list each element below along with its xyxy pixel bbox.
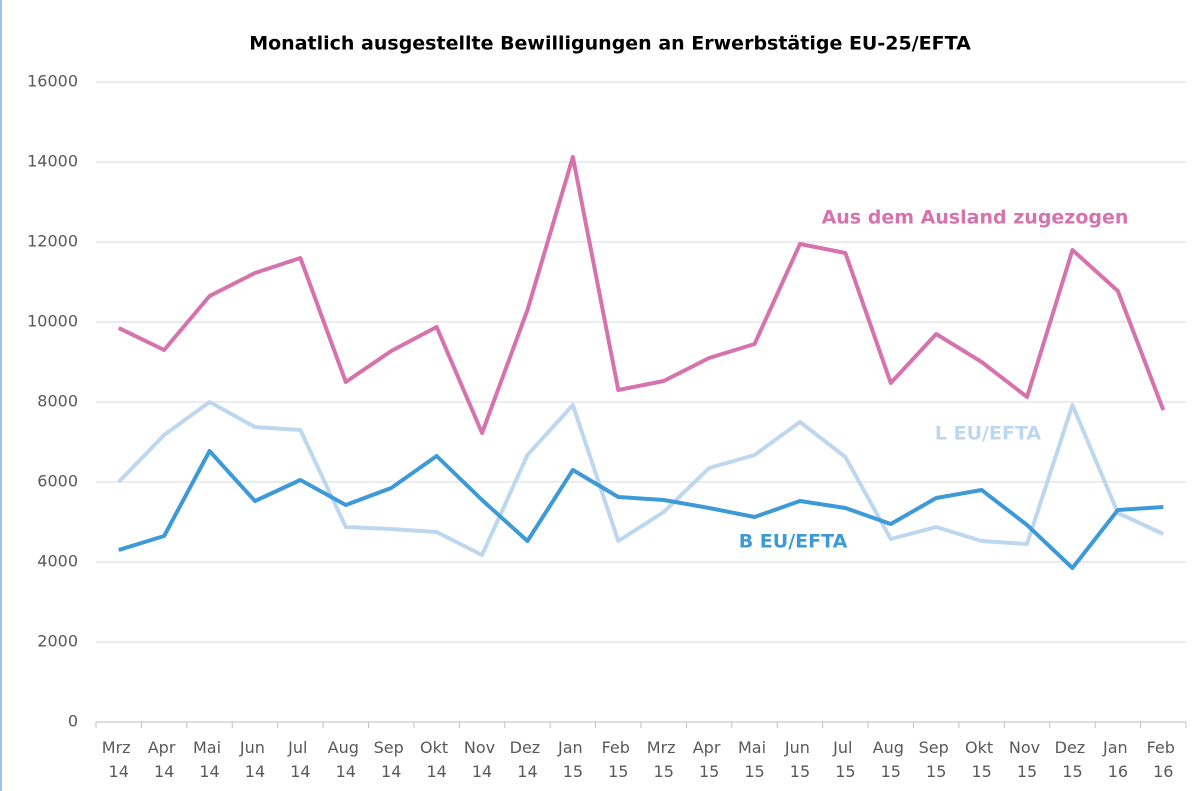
x-tick-label: Mrz 14 <box>102 738 136 781</box>
x-tick-label: Mrz 15 <box>647 738 681 781</box>
x-tick-label: Dez 14 <box>510 738 546 781</box>
x-tick-label: Sep 15 <box>919 738 954 781</box>
x-tick-label: Jul 15 <box>832 738 857 781</box>
series-label: Aus dem Ausland zugezogen <box>822 207 1129 229</box>
series-line <box>117 400 1165 557</box>
y-tick-label: 10000 <box>27 312 78 331</box>
series-label: L EU/EFTA <box>935 423 1042 445</box>
chart-title: Monatlich ausgestellte Bewilligungen an … <box>249 33 971 55</box>
series-line <box>117 155 1166 435</box>
x-tick-label: Apr 15 <box>693 738 726 781</box>
x-tick-label: Feb 15 <box>602 738 635 781</box>
x-tick-label: Okt 14 <box>420 738 453 781</box>
y-tick-label: 8000 <box>37 392 78 411</box>
x-tick-label: Aug 14 <box>328 738 364 781</box>
x-tick-label: Jun 15 <box>784 738 815 781</box>
x-tick-label: Jul 14 <box>287 738 312 781</box>
y-tick-label: 14000 <box>27 152 78 171</box>
x-tick-label: Sep 14 <box>374 738 409 781</box>
x-tick-label: Okt 15 <box>965 738 998 781</box>
x-tick-label: Jan 16 <box>1102 738 1133 781</box>
y-tick-label: 2000 <box>37 632 78 651</box>
x-tick-label: Jun 14 <box>239 738 270 781</box>
x-tick-label: Aug 15 <box>873 738 909 781</box>
y-tick-label: 12000 <box>27 232 78 251</box>
x-tick-label: Mai 14 <box>193 738 226 781</box>
x-tick-label: Nov 15 <box>1009 738 1045 781</box>
y-tick-label: 16000 <box>27 72 78 91</box>
x-tick-label: Nov 14 <box>464 738 500 781</box>
x-tick-label: Feb 16 <box>1147 738 1180 781</box>
x-tick-label: Mai 15 <box>738 738 771 781</box>
x-tick-label: Apr 14 <box>148 738 181 781</box>
y-tick-label: 0 <box>68 712 78 731</box>
y-tick-label: 6000 <box>37 472 78 491</box>
series-label: B EU/EFTA <box>739 531 848 553</box>
y-tick-label: 4000 <box>37 552 78 571</box>
x-tick-label: Dez 15 <box>1055 738 1091 781</box>
x-tick-label: Jan 15 <box>557 738 588 781</box>
series-line <box>118 449 1164 570</box>
